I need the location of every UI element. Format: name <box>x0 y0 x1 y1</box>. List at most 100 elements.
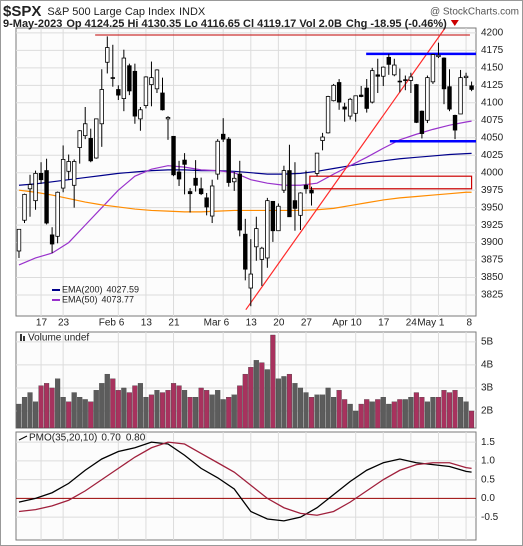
x-tick-label: 24 <box>406 318 418 329</box>
down-arrow <box>450 20 459 26</box>
volume-bar <box>264 369 270 429</box>
candle-body <box>243 233 248 270</box>
candle-body <box>254 228 259 248</box>
candle-body <box>71 161 77 186</box>
candle-body <box>441 57 447 90</box>
volume-bar <box>215 390 221 429</box>
volume-bar <box>71 392 77 429</box>
volume-bar <box>93 390 99 429</box>
volume-bar <box>82 399 88 429</box>
candle-body <box>419 110 425 134</box>
volume-bar <box>435 397 442 429</box>
candle-body <box>303 184 309 190</box>
panel-title: PMO(35,20,10) <box>29 433 97 444</box>
site: @ StockCharts.com <box>430 7 519 18</box>
volume-bar <box>21 397 28 429</box>
y-tick-label: 5B <box>481 337 494 348</box>
volume-bar <box>303 392 309 429</box>
volume-bar <box>137 383 143 429</box>
volume-bar <box>148 394 154 429</box>
candle-body <box>463 75 469 79</box>
volume-bar <box>297 387 304 429</box>
volume-bar <box>469 410 475 429</box>
volume-bar <box>143 397 149 429</box>
legend-value: 4027.59 <box>107 284 140 294</box>
volume-bar <box>209 394 215 429</box>
candle-body <box>44 170 49 224</box>
volume-icon <box>23 336 25 341</box>
volume-bar <box>187 397 193 429</box>
candle-body <box>221 133 226 140</box>
y-tick-label: 2B <box>481 406 494 417</box>
y-tick-label: 4075 <box>481 115 504 126</box>
candle-body <box>127 65 132 92</box>
candle-body <box>171 135 176 176</box>
y-tick-label: 4025 <box>481 150 504 161</box>
x-tick-label: 21 <box>168 318 180 329</box>
volume-bar <box>49 387 55 429</box>
indicator-line <box>18 152 472 186</box>
candle-body <box>143 76 149 106</box>
candle-body <box>77 130 82 148</box>
pmo-readout: 0.70 <box>101 433 121 444</box>
x-tick-label: 17 <box>36 318 48 329</box>
y-tick-label: 3B <box>481 383 494 394</box>
volume-bar <box>342 399 348 429</box>
candle-body <box>265 200 270 259</box>
pmo-panel <box>15 431 477 541</box>
y-tick-label: 1.0 <box>481 456 495 467</box>
candle-body <box>121 57 127 100</box>
candle-body <box>353 95 358 114</box>
x-tick-label: 13 <box>141 318 153 329</box>
candle-body <box>292 200 298 209</box>
volume-bar <box>424 401 430 429</box>
y-tick-label: 0.0 <box>481 493 495 504</box>
indicator-line <box>18 441 472 522</box>
volume-bar <box>198 387 204 429</box>
volume-bar <box>413 392 419 429</box>
x-tick-label: 13 <box>246 318 258 329</box>
zone-box <box>309 175 473 190</box>
candle-body <box>458 77 463 115</box>
volume-bar <box>430 397 436 429</box>
volume-bar <box>457 397 464 429</box>
volume-bar <box>446 392 453 429</box>
candle-body <box>193 177 198 186</box>
volume-bar <box>380 397 386 429</box>
volume-bar <box>275 378 281 429</box>
candle-body <box>176 171 182 180</box>
candle-body <box>425 77 430 121</box>
volume-bar <box>286 373 292 429</box>
volume-bar <box>121 387 127 429</box>
indicator-line <box>18 189 472 213</box>
volume-bar <box>248 367 254 429</box>
y-tick-label: 3850 <box>481 272 504 283</box>
y-tick-label: 4175 <box>481 45 504 56</box>
candle-body <box>182 159 187 165</box>
volume-bar <box>292 383 298 429</box>
volume-bar <box>220 399 226 429</box>
volume-bar <box>375 399 381 429</box>
candle-body <box>342 106 347 110</box>
legend-label: EMA(50) <box>62 294 98 304</box>
candle-body <box>105 47 110 63</box>
volume-bar <box>27 392 33 429</box>
pmo-icon <box>18 435 28 441</box>
pmo-readout: 0.80 <box>126 433 146 444</box>
x-tick-label: May 1 <box>417 318 445 329</box>
x-tick-label: 20 <box>273 318 285 329</box>
candle-body <box>226 138 231 183</box>
candle-body <box>430 54 436 83</box>
volume-bar <box>364 399 370 429</box>
legend-value: 4073.77 <box>102 294 135 304</box>
volume-bar <box>320 394 326 429</box>
y-tick-label: 4100 <box>481 97 504 108</box>
volume-bar <box>110 378 116 429</box>
volume-bar <box>391 401 397 429</box>
candle-body <box>215 140 220 175</box>
volume-bar <box>419 397 425 429</box>
volume-bar <box>77 397 83 429</box>
candle-body <box>248 273 254 289</box>
candle-body <box>22 193 27 221</box>
